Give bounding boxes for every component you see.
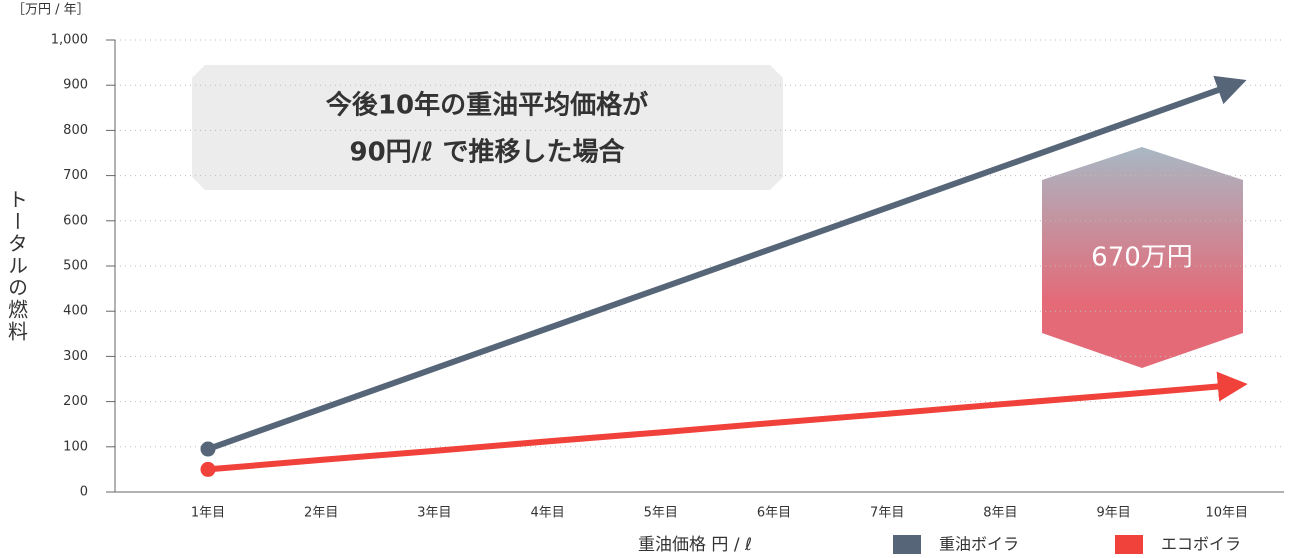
annotation-line: 今後10年の重油平均価格が: [326, 90, 648, 121]
badge: [1042, 147, 1243, 368]
badge-text: 670万円: [1091, 243, 1193, 273]
x-tick-label: 4年目: [530, 506, 564, 521]
y-tick-label: 100: [63, 439, 88, 454]
x-tick-label: 2年目: [304, 506, 338, 521]
x-tick-label: 8年目: [983, 506, 1017, 521]
y-tick-label: 200: [63, 394, 88, 409]
legend-swatch: [893, 535, 921, 554]
y-tick-label: 900: [63, 78, 88, 93]
y-tick-label: 300: [63, 349, 88, 364]
y-tick-label: 400: [63, 304, 88, 319]
x-tick-label: 7年目: [870, 506, 904, 521]
y-tick-label: 700: [63, 168, 88, 183]
legend-swatch: [1115, 535, 1143, 554]
series-line: [207, 371, 1248, 473]
unit-label: ［万円 / 年］: [12, 3, 90, 18]
y-tick-label: 1,000: [51, 33, 88, 48]
annotation-box: [192, 65, 783, 190]
start-point: [200, 461, 216, 477]
legend-label: 重油ボイラ: [939, 535, 1019, 554]
start-point: [200, 441, 216, 457]
y-tick-label: 0: [80, 485, 88, 500]
y-tick-label: 500: [63, 259, 88, 274]
x-axis-title: 重油価格 円 / ℓ: [638, 535, 752, 555]
x-tick-label: 6年目: [757, 506, 791, 521]
legend-label: エコボイラ: [1161, 535, 1241, 554]
x-tick-label: 9年目: [1096, 506, 1130, 521]
annotation-line: 90円/ℓ で推移した場合: [350, 137, 626, 168]
x-tick-label: 3年目: [417, 506, 451, 521]
y-tick-label: 600: [63, 213, 88, 228]
y-tick-label: 800: [63, 123, 88, 138]
y-axis-title: トータルの燃料: [5, 189, 29, 343]
series-line: [206, 75, 1247, 452]
x-tick-label: 10年目: [1206, 506, 1249, 521]
x-tick-label: 1年目: [191, 506, 225, 521]
plot: 0 100 200 300 400 500 600 700 800 900 1,000 1年目 2年目 3…: [51, 33, 1284, 554]
x-tick-label: 5年目: [644, 506, 678, 521]
